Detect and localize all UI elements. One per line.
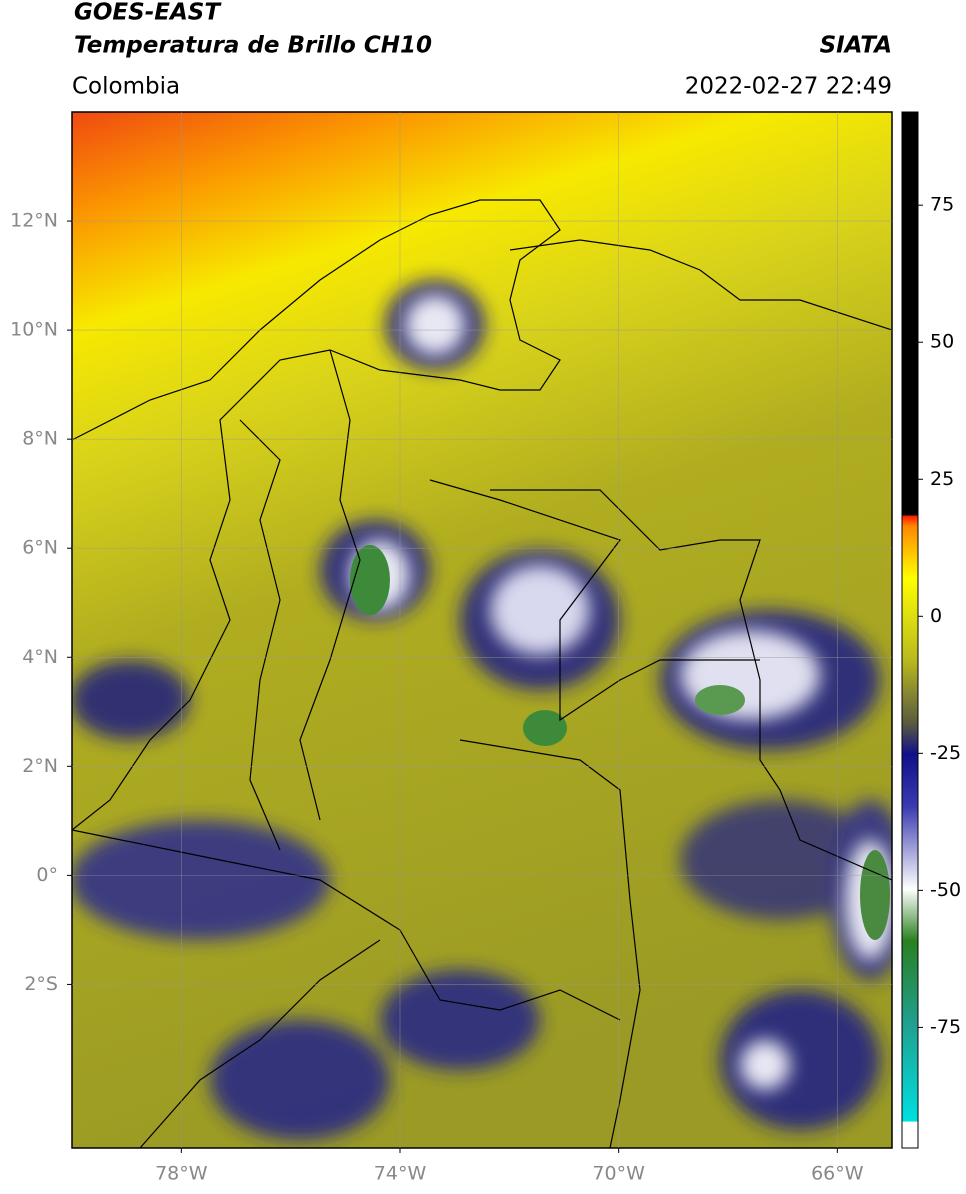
agency: SIATA <box>820 33 892 59</box>
map-frame <box>71 111 893 1149</box>
x-tick-label: 66°W <box>811 1163 864 1185</box>
timestamp: 2022-02-27 22:49 <box>685 74 892 100</box>
colorbar-tick-label: -25 <box>930 742 961 764</box>
product: Temperatura de Brillo CH10 <box>74 33 432 59</box>
x-tick-label: 74°W <box>374 1163 427 1185</box>
y-tick-label: 12°N <box>10 210 58 232</box>
colorbar-tick-label: -50 <box>930 879 961 901</box>
y-tick-label: 8°N <box>22 428 58 450</box>
y-tick-label: 0° <box>36 864 58 886</box>
colorbar-tick-label: 75 <box>930 194 954 216</box>
y-tick-label: 4°N <box>22 646 58 668</box>
colorbar-tick-label: 0 <box>930 605 942 627</box>
satellite: GOES-EAST <box>74 0 222 26</box>
colorbar-tick-label: -75 <box>930 1016 961 1038</box>
y-tick-label: 2°S <box>24 973 58 995</box>
y-tick-label: 6°N <box>22 537 58 559</box>
region: Colombia <box>72 74 180 100</box>
x-tick-label: 70°W <box>592 1163 645 1185</box>
colorbar-tick-label: 50 <box>930 331 954 353</box>
borders <box>72 199 892 1148</box>
y-tick-label: 2°N <box>22 755 58 777</box>
colorbar-tick-label: 25 <box>930 468 954 490</box>
colorbar <box>901 111 919 1149</box>
x-tick-label: 78°W <box>155 1163 208 1185</box>
y-tick-label: 10°N <box>10 319 58 341</box>
satellite-image <box>72 112 892 1148</box>
